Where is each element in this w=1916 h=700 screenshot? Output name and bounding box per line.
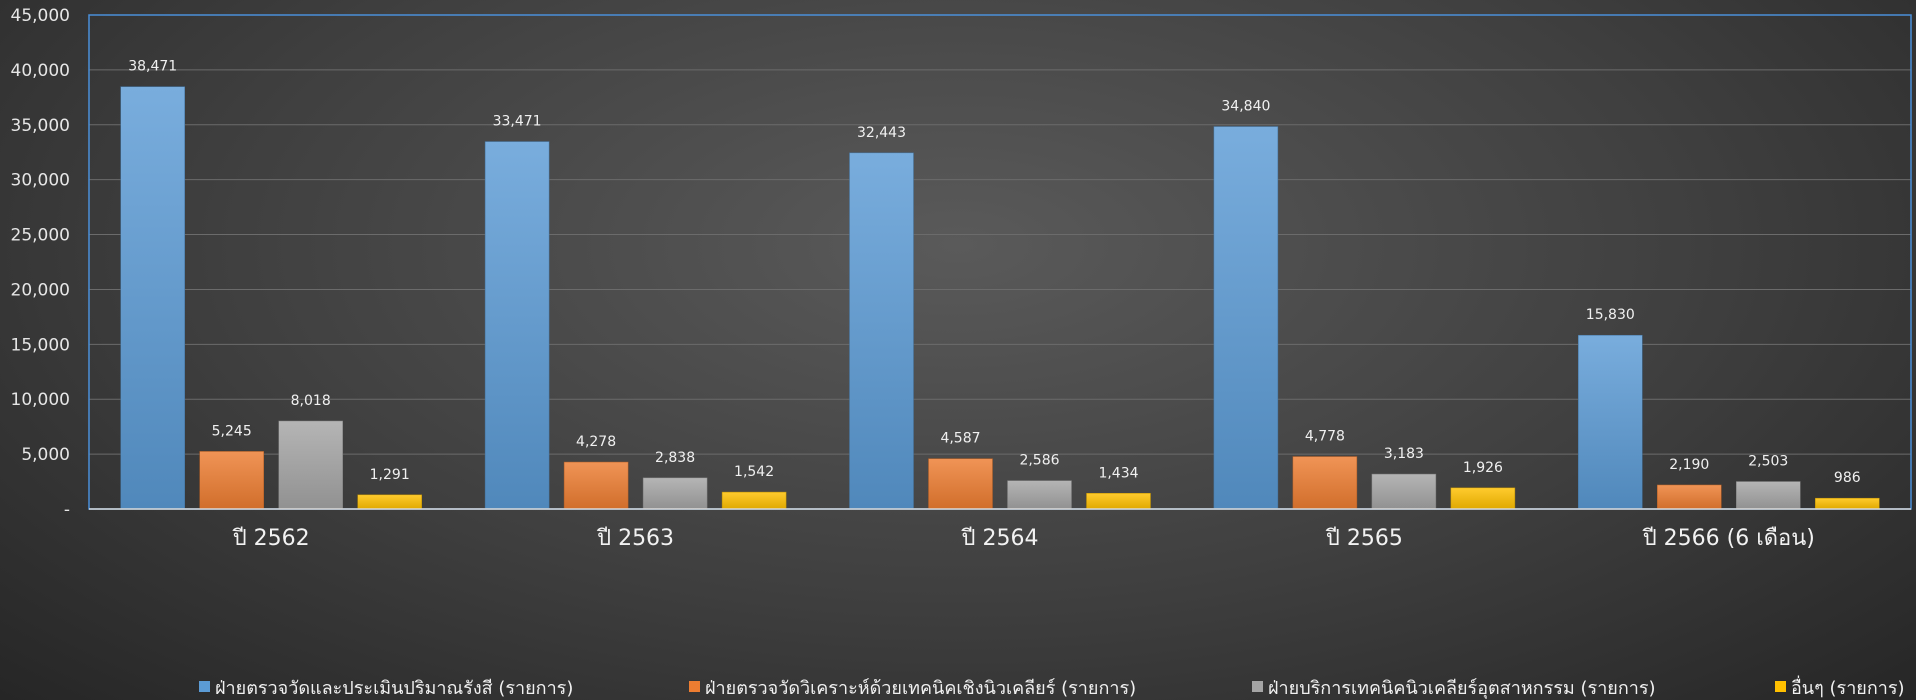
legend: ฝ่ายตรวจวัดและประเมินปริมาณรังสี (รายการ… xyxy=(199,675,1905,699)
bar xyxy=(642,477,708,510)
data-label: 1,434 xyxy=(1098,465,1138,481)
bar xyxy=(563,461,629,510)
data-label: 33,471 xyxy=(493,114,542,130)
bar xyxy=(1657,484,1722,510)
data-label: 5,245 xyxy=(212,423,252,439)
data-label: 3,183 xyxy=(1384,446,1424,462)
y-tick-label: 30,000 xyxy=(11,171,70,191)
bar xyxy=(357,494,422,510)
data-label: 2,503 xyxy=(1748,454,1788,470)
data-label: 1,542 xyxy=(734,464,774,480)
category-label: ปี 2565 xyxy=(1325,526,1403,551)
bar xyxy=(1736,481,1801,510)
legend-swatch xyxy=(1775,681,1786,692)
category-label: ปี 2563 xyxy=(596,526,674,551)
legend-swatch xyxy=(689,681,700,692)
y-tick-label: 40,000 xyxy=(11,61,70,81)
y-tick-label: 20,000 xyxy=(11,280,70,300)
bar xyxy=(1371,473,1437,510)
bar xyxy=(1292,456,1358,510)
bar xyxy=(1578,334,1643,510)
category-label: ปี 2566 (6 เดือน) xyxy=(1642,526,1815,551)
legend-swatch xyxy=(1252,681,1263,692)
y-tick-label: 15,000 xyxy=(11,335,70,355)
y-tick-label: 45,000 xyxy=(11,6,70,26)
y-tick-label: 10,000 xyxy=(11,390,70,410)
category-label: ปี 2562 xyxy=(232,526,310,551)
bar xyxy=(1213,126,1279,510)
bar xyxy=(721,491,787,510)
y-tick-label: - xyxy=(64,500,70,520)
category-label: ปี 2564 xyxy=(960,526,1038,551)
data-label: 8,018 xyxy=(291,393,331,409)
data-label: 2,190 xyxy=(1669,457,1709,473)
bar xyxy=(1450,487,1516,510)
bar xyxy=(484,141,550,510)
data-label: 2,586 xyxy=(1019,453,1059,469)
bar xyxy=(1086,493,1151,510)
data-label: 4,587 xyxy=(940,431,980,447)
data-label: 1,926 xyxy=(1463,460,1503,476)
bar xyxy=(849,152,914,510)
data-label: 15,830 xyxy=(1586,307,1635,323)
bar xyxy=(278,420,343,510)
data-label: 38,471 xyxy=(128,59,177,75)
legend-label: ฝ่ายบริการเทคนิคนิวเคลียร์อุตสาหกรรม (รา… xyxy=(1268,678,1656,699)
data-label: 4,278 xyxy=(576,434,616,450)
bar xyxy=(928,458,993,510)
legend-label: อื่นๆ (รายการ) xyxy=(1791,675,1905,699)
data-label: 2,838 xyxy=(655,450,695,466)
legend-label: ฝ่ายตรวจวัดและประเมินปริมาณรังสี (รายการ… xyxy=(215,678,573,699)
data-label: 34,840 xyxy=(1221,99,1270,115)
y-tick-label: 35,000 xyxy=(11,116,70,136)
bars xyxy=(120,86,1880,510)
bar xyxy=(120,86,185,510)
y-tick-label: 25,000 xyxy=(11,226,70,246)
data-label: 4,778 xyxy=(1305,429,1345,445)
y-tick-label: 5,000 xyxy=(21,445,70,465)
data-label: 32,443 xyxy=(857,125,906,141)
legend-swatch xyxy=(199,681,210,692)
legend-label: ฝ่ายตรวจวัดวิเคราะห์ด้วยเทคนิคเชิงนิวเคล… xyxy=(705,678,1136,699)
data-labels: 38,471 5,245 8,018 1,291 33,471 4,278 2,838 1,5… xyxy=(128,59,1861,487)
x-axis: ปี 2562 ปี 2563 ปี 2564 ปี 2565 ปี 2566 (6 เ… xyxy=(232,526,1815,551)
y-axis: - 5,000 10,000 15,000 20,000 25,000 30,000 35,0… xyxy=(11,6,70,520)
bar xyxy=(1815,497,1880,510)
data-label: 986 xyxy=(1834,470,1861,486)
bar xyxy=(199,451,264,510)
bar xyxy=(1007,480,1072,510)
data-label: 1,291 xyxy=(370,467,410,483)
